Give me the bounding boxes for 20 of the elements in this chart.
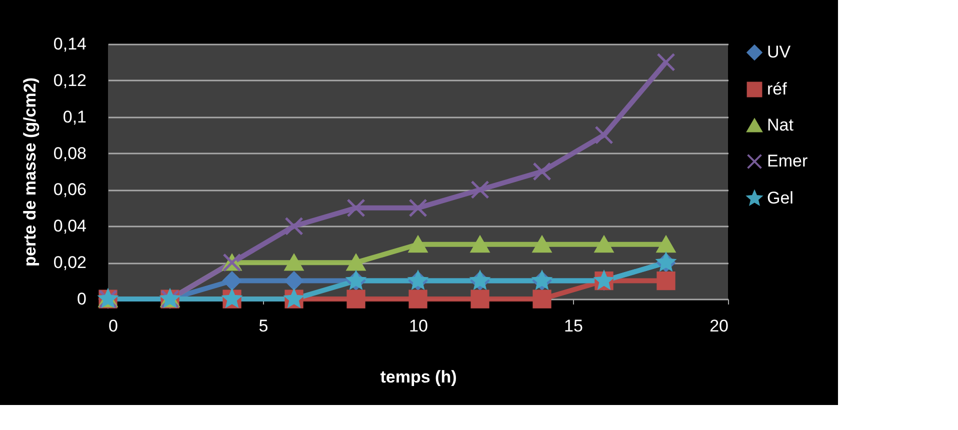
y-tick-label: 0,14 xyxy=(53,34,86,54)
y-tick-label: 0,08 xyxy=(53,144,86,163)
x-tick-label: 10 xyxy=(409,316,428,336)
y-tick-label: 0,02 xyxy=(53,253,86,272)
legend-label: Nat xyxy=(767,116,794,134)
legend-label: UV xyxy=(767,42,792,62)
y-tick-label: 0,1 xyxy=(62,107,86,126)
y-axis-title: perte de masse (g/cm2) xyxy=(20,78,40,266)
x-axis-title: temps (h) xyxy=(380,368,457,386)
x-tick-label: 20 xyxy=(710,316,728,336)
legend-label: réf xyxy=(767,80,788,98)
legend-label: Gel xyxy=(767,188,794,208)
y-tick-label: 0,12 xyxy=(53,70,86,90)
y-tick-label: 0 xyxy=(77,290,86,308)
x-tick-label: 5 xyxy=(258,316,268,336)
x-tick-label: 15 xyxy=(564,316,583,336)
y-tick-label: 0,04 xyxy=(53,216,86,236)
y-tick-label: 0,06 xyxy=(53,180,86,200)
legend-label: Emer xyxy=(767,152,808,170)
x-tick-label: 0 xyxy=(108,316,118,336)
